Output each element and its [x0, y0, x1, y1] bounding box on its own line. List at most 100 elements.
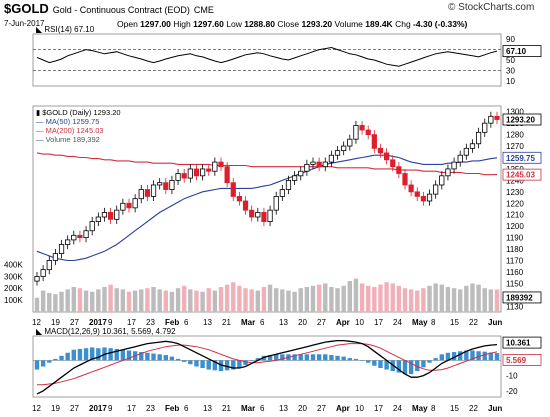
- price-tick-label: 1150: [506, 279, 524, 288]
- candle-body: [426, 193, 433, 202]
- price-x-tick-label: 27: [317, 318, 326, 327]
- macd-histogram-bar: [255, 358, 260, 361]
- price-tick-label: 1170: [506, 257, 524, 266]
- candle-body: [157, 182, 163, 186]
- macd-histogram-bar: [353, 358, 359, 361]
- price-panel-frame: [32, 105, 502, 313]
- volume-bar: [280, 289, 285, 312]
- macd-x-tick-label: 8: [431, 404, 436, 413]
- macd-histogram-bar: [169, 356, 175, 361]
- macd-histogram-bar: [341, 356, 346, 361]
- candle-body: [163, 182, 169, 190]
- candle-body: [242, 200, 249, 211]
- price-tick-label: 1270: [506, 142, 524, 151]
- volume-bar: [390, 283, 395, 312]
- volume-bar: [126, 291, 132, 312]
- macd-x-tick-label: 24: [393, 404, 402, 413]
- macd-histogram-bar: [384, 360, 389, 370]
- candle-body: [433, 184, 439, 195]
- volume-bar: [433, 283, 438, 312]
- macd-histogram-bar: [298, 354, 303, 361]
- macd-value-badge-box: [502, 336, 542, 349]
- price-x-tick-label: 6: [260, 318, 265, 327]
- candle-body: [249, 209, 255, 218]
- macd-histogram-bar: [188, 360, 193, 365]
- macd-x-tick-label: 17: [374, 404, 383, 413]
- volume-bar: [347, 281, 352, 312]
- candle-body: [310, 161, 316, 165]
- volume-bar: [34, 297, 40, 312]
- macd-histogram-bar: [163, 355, 168, 361]
- macd-histogram-bar: [396, 360, 402, 373]
- macd-histogram-bar: [151, 353, 156, 361]
- price-tick-label: 1240: [506, 176, 524, 185]
- volume-bar: [175, 288, 181, 312]
- volume-bar: [396, 285, 402, 312]
- candle-body: [273, 196, 279, 211]
- candle-body: [469, 143, 476, 149]
- macd-x-tick-label: 13: [279, 404, 288, 413]
- rsi-last-badge-box: [502, 45, 542, 58]
- volume-bar: [408, 289, 414, 312]
- macd-histogram-bar: [139, 352, 144, 361]
- volume-bar: [108, 284, 113, 312]
- price-tick-label: 1280: [506, 131, 524, 140]
- price-x-tick-label: 22: [469, 318, 478, 327]
- macd-value-badge: 10.361: [506, 339, 531, 348]
- macd-histogram-bar: [120, 349, 126, 361]
- macd-panel-frame: [32, 335, 502, 398]
- volume-bar: [90, 291, 95, 312]
- volume-bar: [114, 288, 119, 312]
- price-x-tick-label: May: [412, 318, 428, 327]
- volume-bar: [65, 289, 70, 312]
- price-x-tick-label: 9: [108, 318, 113, 327]
- candle-body: [261, 212, 267, 222]
- candle-body: [40, 269, 46, 277]
- change-value: -4.30 (-0.33%): [413, 19, 468, 29]
- ma50-badge: 1259.75: [506, 154, 535, 163]
- candle-body: [120, 202, 126, 211]
- volume-bar: [458, 289, 463, 312]
- volume-bar: [470, 283, 475, 312]
- volume-bar: [188, 289, 193, 312]
- macd-legend: ◣ MACD(12,26,9) 10.361, 5.569, 4.792: [36, 327, 176, 336]
- macd-tick-label: -20: [506, 387, 518, 396]
- volume-bar: [169, 291, 175, 312]
- price-x-tick-label: 17: [374, 318, 383, 327]
- volume-bar: [83, 290, 89, 312]
- low-label: Low: [226, 19, 242, 29]
- candle-body: [377, 147, 384, 154]
- macd-x-tick-label: 21: [222, 404, 231, 413]
- candle-body: [224, 166, 230, 184]
- macd-histogram-bar: [206, 360, 211, 370]
- candle-body: [359, 125, 365, 131]
- candle-body: [46, 260, 52, 271]
- price-x-tick-label: 21: [222, 318, 231, 327]
- candle-body: [175, 173, 181, 181]
- candle-body: [488, 115, 494, 124]
- macd-x-tick-label: 23: [146, 404, 155, 413]
- description: Gold - Continuous Contract (EOD): [52, 5, 190, 15]
- quote-date: 7-Jun-2017: [4, 19, 45, 28]
- price-x-tick-label: 13: [279, 318, 288, 327]
- volume-bar: [96, 289, 101, 312]
- candle-body: [83, 230, 89, 239]
- candle-body: [77, 234, 83, 239]
- macd-x-tick-label: 2017: [89, 404, 107, 413]
- exchange: CME: [193, 5, 214, 15]
- candle-body: [291, 175, 298, 181]
- candle-body: [101, 212, 108, 218]
- volume-bar: [53, 294, 58, 312]
- candle-body: [132, 198, 138, 209]
- macd-histogram-bar: [145, 352, 150, 361]
- macd-histogram-bar: [126, 350, 132, 361]
- rsi-legend: ◣ RSI(14) 67.10: [36, 25, 95, 34]
- macd-histogram-bar: [71, 349, 76, 361]
- volume-bar: [163, 290, 168, 312]
- volume-bar: [384, 282, 389, 312]
- macd-histogram-bar: [53, 358, 58, 361]
- macd-histogram-bar: [40, 360, 46, 367]
- candle-body: [65, 239, 71, 245]
- candle-body: [255, 212, 261, 218]
- macd-x-tick-label: 10: [355, 404, 364, 413]
